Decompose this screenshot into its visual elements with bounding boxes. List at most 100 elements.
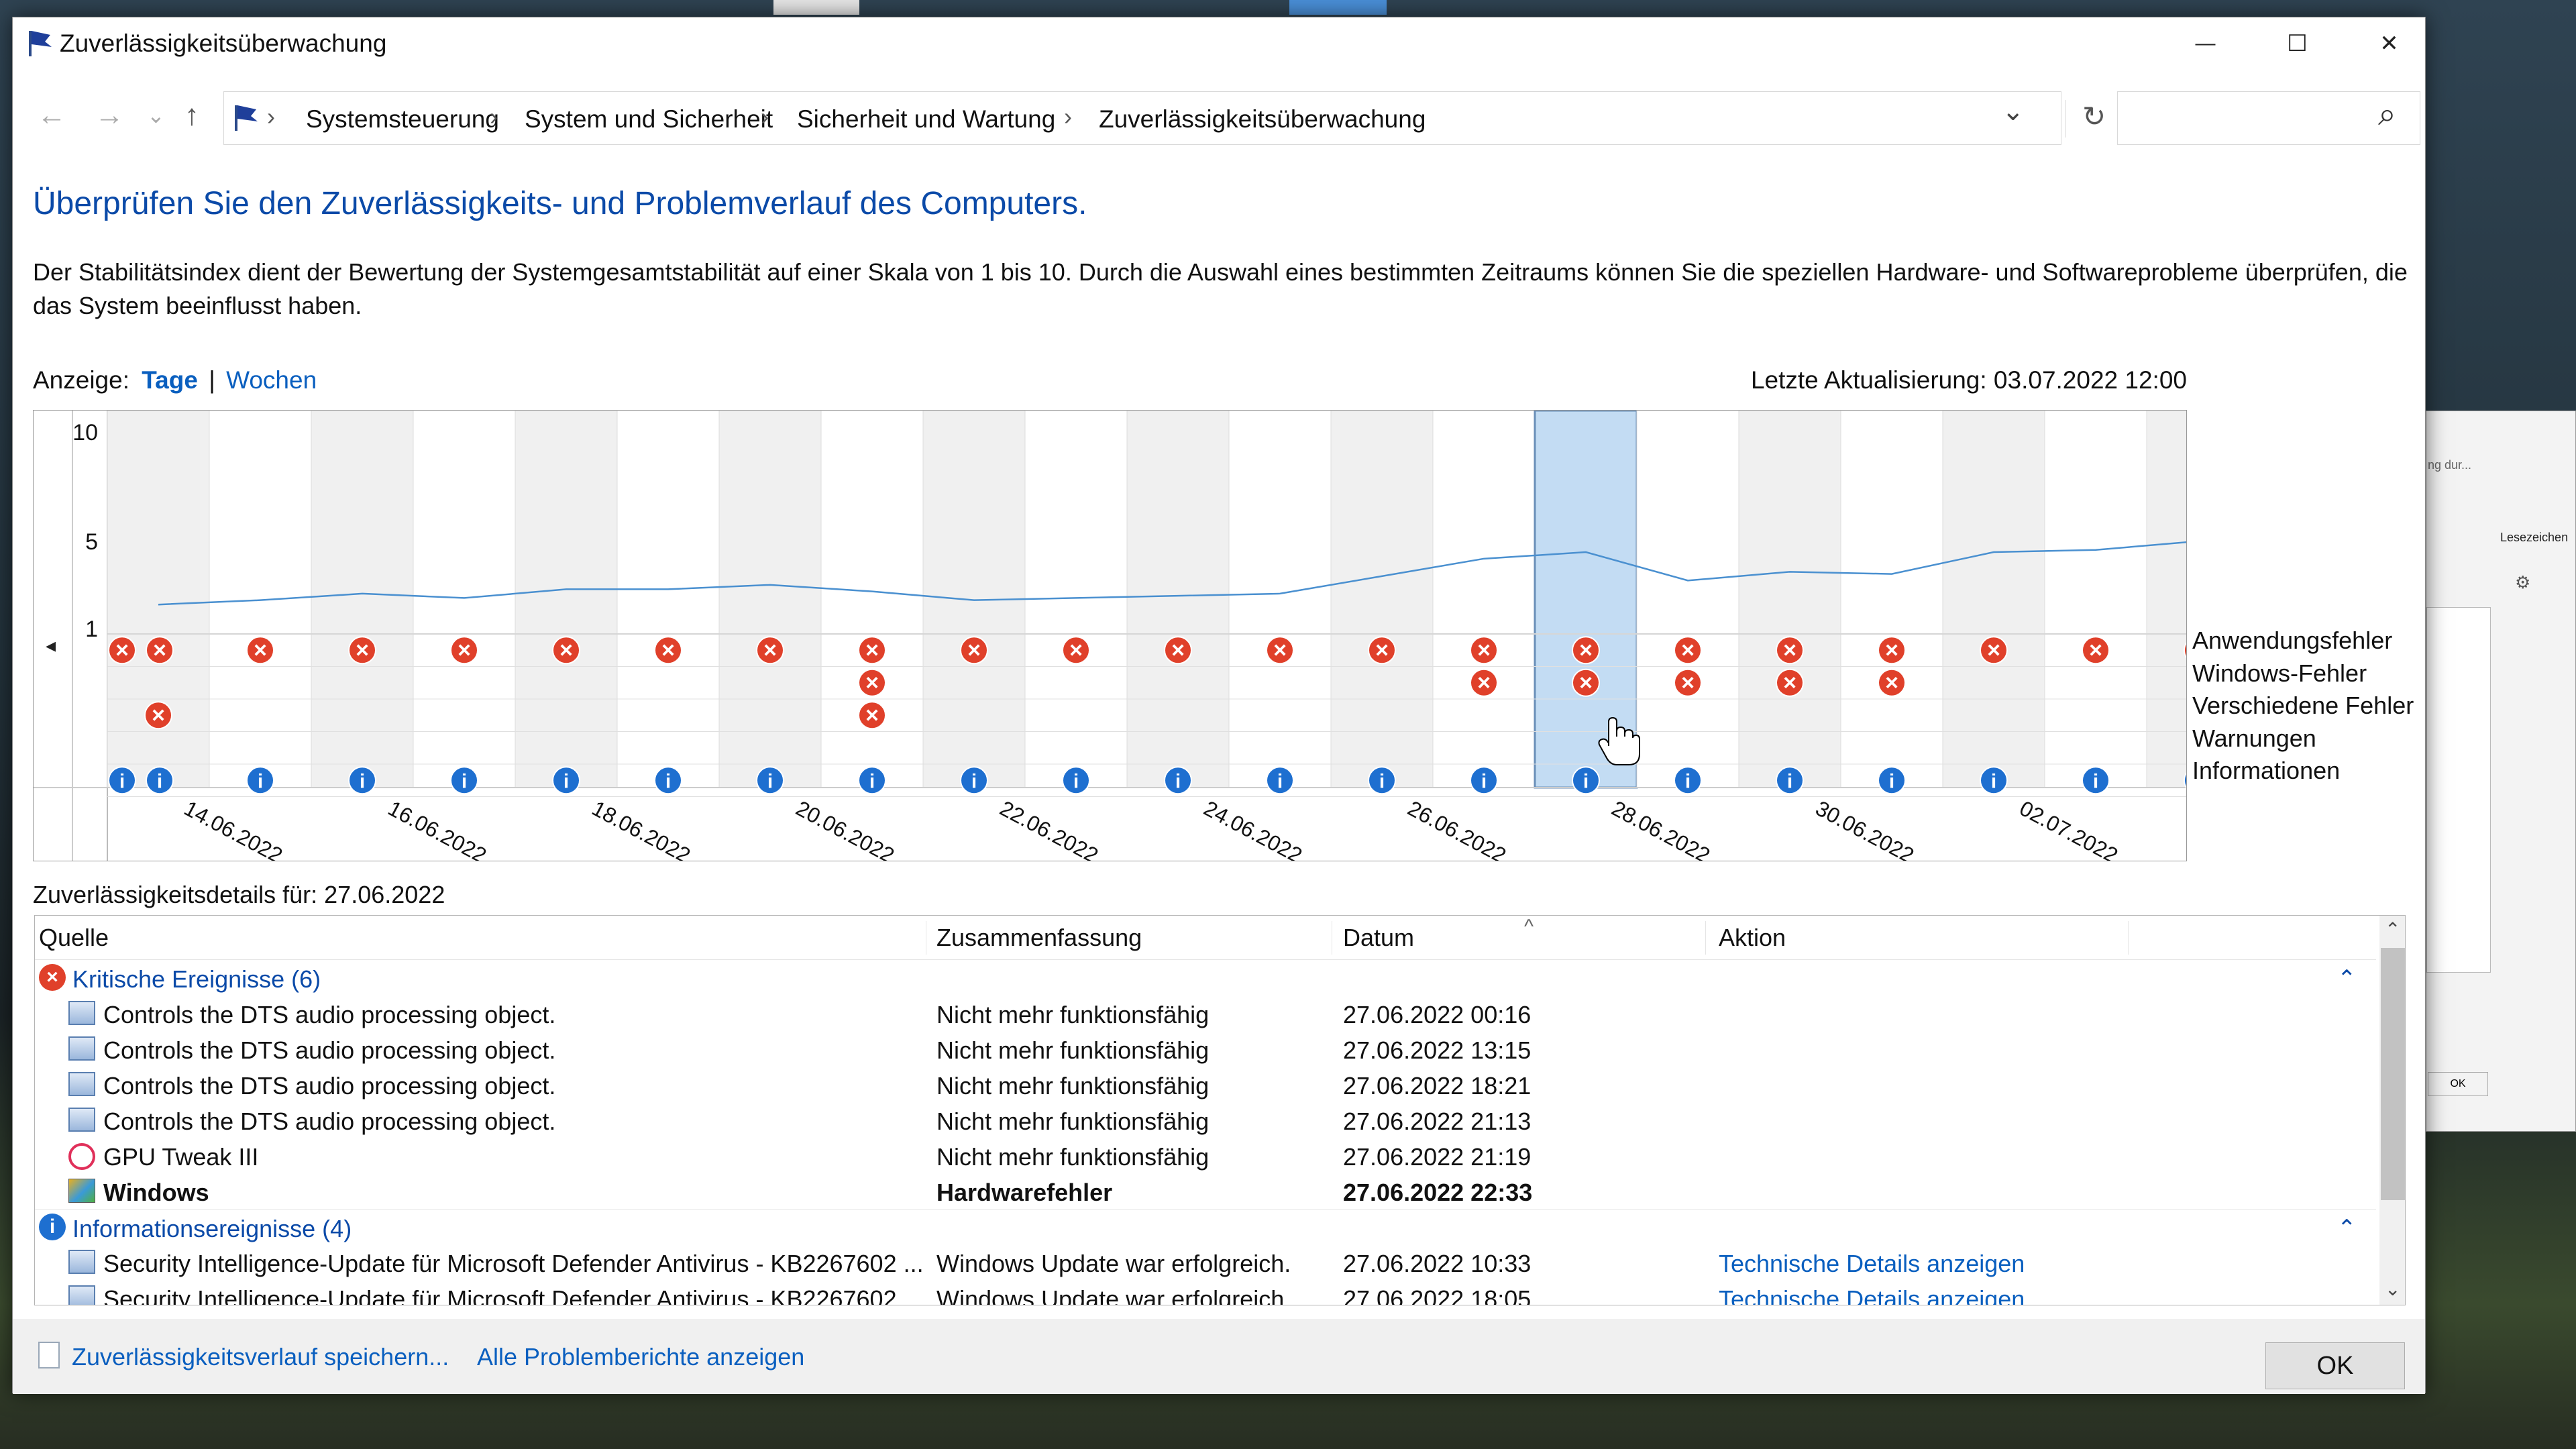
app-flag-icon xyxy=(25,27,54,58)
table-row[interactable]: Controls the DTS audio processing object… xyxy=(35,1031,2376,1067)
x-tick-label: 02.07.2022 xyxy=(2016,796,2122,861)
y-tick-label: 1 xyxy=(85,616,98,642)
event-date: 27.06.2022 18:05 xyxy=(1343,1285,1532,1305)
info-icon xyxy=(1470,766,1498,795)
error-icon xyxy=(1266,636,1294,665)
column-aktion[interactable]: Aktion xyxy=(1719,924,1786,951)
day-column[interactable] xyxy=(616,411,720,788)
search-icon[interactable]: ⌕ xyxy=(2378,97,2396,132)
day-column[interactable] xyxy=(1126,411,1230,788)
day-column[interactable] xyxy=(1636,411,1739,788)
column-quelle[interactable]: Quelle xyxy=(39,924,109,951)
day-column[interactable] xyxy=(1840,411,1943,788)
error-icon-glyph: × xyxy=(1069,637,1083,663)
address-bar[interactable]: › Systemsteuerung › System und Sicherhei… xyxy=(223,91,2106,145)
ok-button[interactable]: OK xyxy=(2265,1342,2405,1389)
collapse-icon[interactable]: ⌃ xyxy=(2337,966,2357,991)
minimize-button[interactable]: — xyxy=(2195,32,2216,54)
day-column[interactable] xyxy=(2044,411,2147,788)
error-icon-glyph: × xyxy=(1987,637,2000,663)
breadcrumb-zuverlaessigkeitsueberwachung[interactable]: Zuverlässigkeitsüberwachung xyxy=(1099,105,1426,133)
error-icon xyxy=(144,701,172,730)
info-icon xyxy=(1368,766,1396,795)
scroll-thumb[interactable] xyxy=(2381,948,2405,1200)
search-box[interactable]: ⌕ xyxy=(2117,91,2420,145)
day-column[interactable] xyxy=(1432,411,1536,788)
table-row[interactable]: Windows Hardwarefehler 27.06.2022 22:33 xyxy=(35,1173,2376,1209)
event-action[interactable]: Technische Details anzeigen xyxy=(1719,1250,2025,1277)
day-column[interactable] xyxy=(2146,411,2187,788)
view-days-link[interactable]: Tage xyxy=(142,366,198,394)
view-separator: | xyxy=(209,366,215,394)
table-row[interactable]: Security Intelligence-Update für Microso… xyxy=(35,1244,2376,1280)
event-action[interactable]: Technische Details anzeigen xyxy=(1719,1285,2025,1305)
collapse-icon[interactable]: ⌃ xyxy=(2337,1216,2357,1241)
column-datum[interactable]: Datum xyxy=(1343,924,1415,951)
app-icon xyxy=(68,1285,95,1305)
vertical-scrollbar[interactable]: ⌃ ⌄ xyxy=(2379,916,2405,1305)
error-icon-glyph: × xyxy=(152,702,165,728)
day-column[interactable] xyxy=(718,411,822,788)
day-column[interactable] xyxy=(209,411,312,788)
up-icon[interactable]: ↑ xyxy=(184,99,199,131)
forward-icon[interactable]: → xyxy=(95,99,124,131)
breadcrumb-sicherheit-und-wartung[interactable]: Sicherheit und Wartung xyxy=(797,105,1056,133)
info-icon xyxy=(756,766,784,795)
column-zusammenfassung[interactable]: Zusammenfassung xyxy=(936,924,1142,951)
table-row[interactable]: Controls the DTS audio processing object… xyxy=(35,996,2376,1031)
close-button[interactable]: ✕ xyxy=(2379,31,2399,56)
table-row[interactable]: Controls the DTS audio processing object… xyxy=(35,1067,2376,1102)
info-icon xyxy=(1980,766,2008,795)
info-icon-glyph: i xyxy=(462,770,467,792)
stability-chart[interactable]: 1051××××××××××××××××××××××××××××××iiiiii… xyxy=(33,410,2187,861)
all-problem-reports-link[interactable]: Alle Problemberichte anzeigen xyxy=(477,1343,805,1371)
group-row[interactable]: i Informationsereignisse (4) ⌃ xyxy=(35,1209,2376,1244)
day-column[interactable] xyxy=(1330,411,1434,788)
error-icon xyxy=(1470,668,1498,697)
day-column[interactable] xyxy=(1942,411,2045,788)
table-row[interactable]: Security Intelligence-Update für Microso… xyxy=(35,1280,2376,1305)
day-column[interactable] xyxy=(1228,411,1332,788)
breadcrumb-system-und-sicherheit[interactable]: System und Sicherheit xyxy=(525,105,773,133)
windows-icon xyxy=(68,1179,95,1203)
x-tick-label: 30.06.2022 xyxy=(1812,796,1918,861)
scroll-down-icon[interactable]: ⌄ xyxy=(2385,1279,2401,1299)
error-icon xyxy=(1878,668,1906,697)
group-label: Kritische Ereignisse (6) xyxy=(72,965,321,993)
search-input[interactable] xyxy=(2123,99,2365,136)
event-summary: Nicht mehr funktionsfähig xyxy=(936,1036,1210,1064)
day-column[interactable] xyxy=(1738,411,1841,788)
event-date: 27.06.2022 21:19 xyxy=(1343,1143,1532,1171)
day-column[interactable] xyxy=(515,411,618,788)
error-icon-glyph: × xyxy=(1477,670,1491,696)
maximize-button[interactable]: ☐ xyxy=(2287,31,2308,56)
error-icon xyxy=(1062,636,1090,665)
recent-locations-icon[interactable]: ⌄ xyxy=(147,103,165,127)
day-column[interactable] xyxy=(413,411,516,788)
error-icon-glyph: × xyxy=(559,637,573,663)
day-column[interactable] xyxy=(820,411,924,788)
scroll-left-icon[interactable]: ◂ xyxy=(46,635,56,657)
table-row[interactable]: Controls the DTS audio processing object… xyxy=(35,1102,2376,1138)
info-icon xyxy=(108,766,136,795)
day-column[interactable] xyxy=(311,411,414,788)
address-dropdown-icon[interactable]: ⌄ xyxy=(2002,97,2025,126)
info-icon xyxy=(858,766,886,795)
event-source: Security Intelligence-Update für Microso… xyxy=(103,1285,924,1305)
group-row[interactable]: × Kritische Ereignisse (6) ⌃ xyxy=(35,960,2376,996)
info-icon xyxy=(552,766,580,795)
back-icon[interactable]: ← xyxy=(37,99,66,131)
breadcrumb-systemsteuerung[interactable]: Systemsteuerung xyxy=(306,105,499,133)
table-row[interactable]: GPU Tweak III Nicht mehr funktionsfähig 27… xyxy=(35,1138,2376,1173)
refresh-icon[interactable]: ↻ xyxy=(2065,100,2106,138)
info-icon xyxy=(2184,771,2186,789)
footer-bar: Zuverlässigkeitsverlauf speichern... All… xyxy=(13,1319,2425,1394)
save-history-link[interactable]: Zuverlässigkeitsverlauf speichern... xyxy=(72,1343,449,1371)
error-icon xyxy=(2082,636,2110,665)
view-weeks-link[interactable]: Wochen xyxy=(226,366,317,394)
error-icon xyxy=(2184,641,2186,659)
error-icon-glyph: × xyxy=(763,637,777,663)
event-summary: Nicht mehr funktionsfähig xyxy=(936,1143,1210,1171)
scroll-up-icon[interactable]: ⌃ xyxy=(2385,919,2401,940)
day-column[interactable] xyxy=(107,411,210,788)
